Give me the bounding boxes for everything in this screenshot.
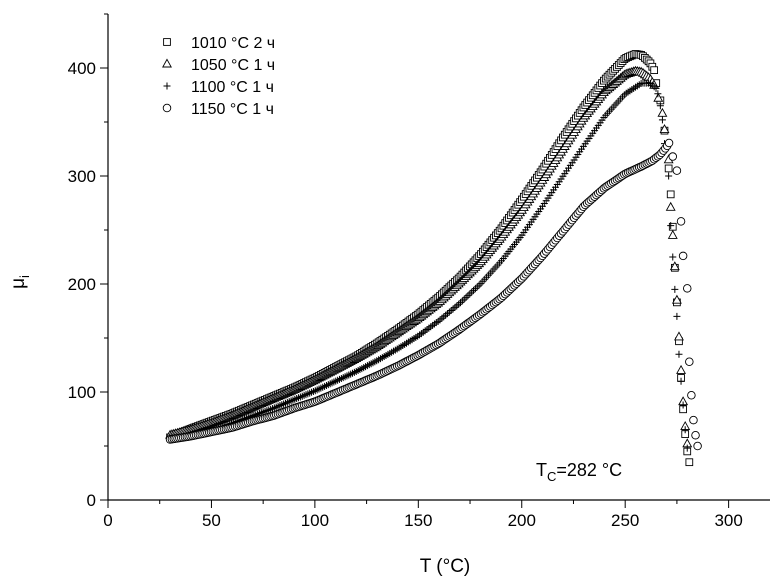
legend-label: 1100 °C 1 ч <box>191 79 274 96</box>
series-4 <box>165 138 702 451</box>
data-point <box>671 285 679 293</box>
tc-annotation-sub: C <box>547 469 556 484</box>
data-point <box>665 201 676 211</box>
data-point <box>438 314 446 322</box>
y-tick-label: 100 <box>68 383 96 402</box>
data-point <box>676 217 686 226</box>
data-point <box>657 107 668 117</box>
data-point <box>668 152 678 161</box>
data-point <box>652 84 660 92</box>
x-tick-label: 100 <box>301 511 329 530</box>
series-3 <box>166 79 691 452</box>
data-point <box>453 302 461 310</box>
x-tick-label: 300 <box>714 511 742 530</box>
data-point <box>667 229 678 239</box>
data-point <box>673 312 681 320</box>
data-point <box>460 295 468 303</box>
data-point <box>443 310 451 318</box>
data-point <box>656 102 664 110</box>
data-point <box>685 357 694 367</box>
x-tick-label: 50 <box>202 511 221 530</box>
data-point <box>468 288 476 296</box>
y-axis-title-main: μ <box>8 278 29 289</box>
legend: 1010 °C 2 ч 1050 °C 1 ч 1100 °C 1 ч 1150 °C… <box>162 35 275 118</box>
y-tick-label: 300 <box>68 167 96 186</box>
data-point <box>462 293 470 301</box>
data-point <box>664 164 673 173</box>
data-point <box>449 305 457 313</box>
data-point <box>659 124 670 134</box>
data-point <box>672 166 682 175</box>
data-point <box>455 300 463 308</box>
legend-marker <box>163 38 171 46</box>
legend-marker <box>162 103 172 113</box>
data-marks <box>165 50 702 467</box>
data-point <box>666 190 675 199</box>
data-point <box>653 92 664 102</box>
tc-annotation-main: T <box>536 460 547 480</box>
y-axis-title: μi <box>8 275 32 289</box>
data-point <box>440 313 448 321</box>
svg-text:μi: μi <box>8 275 32 289</box>
data-point <box>669 253 677 261</box>
data-point <box>470 286 478 294</box>
data-point <box>691 430 700 440</box>
data-point <box>683 284 692 293</box>
data-point <box>667 222 675 230</box>
data-point <box>669 261 680 271</box>
data-point <box>458 297 466 305</box>
y-tick-label: 0 <box>87 491 96 510</box>
y-tick-label: 200 <box>68 275 96 294</box>
data-point <box>671 294 682 304</box>
tc-annotation-rest: =282 °C <box>556 460 622 480</box>
data-point <box>677 377 685 385</box>
data-point <box>447 307 455 315</box>
axes: 0 100 200 300 400 0 50 100 150 200 250 300 <box>68 13 770 530</box>
data-point <box>442 311 450 319</box>
data-point <box>689 415 698 425</box>
data-point <box>475 281 483 289</box>
x-tick-label: 250 <box>611 511 639 530</box>
data-point <box>675 350 683 358</box>
x-tick-label: 0 <box>103 511 112 530</box>
data-point <box>664 138 674 148</box>
tc-annotation: TC=282 °C <box>536 460 622 484</box>
data-point <box>674 331 684 341</box>
data-point <box>679 401 687 409</box>
data-point <box>650 66 659 75</box>
x-axis-title: T (°C) <box>420 556 471 577</box>
data-point <box>693 441 702 451</box>
legend-label: 1010 °C 2 ч <box>191 35 275 52</box>
data-point <box>685 458 694 467</box>
data-point <box>473 283 481 291</box>
legend-label: 1050 °C 1 ч <box>191 57 275 74</box>
series-2 <box>165 65 693 448</box>
data-point <box>471 285 479 293</box>
legend-marker <box>163 82 171 90</box>
x-tick-label: 200 <box>508 511 536 530</box>
data-point <box>451 303 459 311</box>
y-tick-label: 400 <box>68 59 96 78</box>
data-point <box>665 172 673 180</box>
legend-label: 1150 °C 1 ч <box>191 101 274 118</box>
y-axis-title-sub: i <box>17 275 32 278</box>
data-point <box>457 299 465 307</box>
data-point <box>681 426 689 434</box>
data-point <box>678 251 688 261</box>
data-point <box>445 308 453 316</box>
data-point <box>683 444 691 452</box>
x-tick-label: 150 <box>404 511 432 530</box>
data-point <box>464 292 472 300</box>
data-point <box>676 364 687 374</box>
data-point <box>466 290 474 298</box>
data-point <box>687 390 696 400</box>
data-point <box>654 90 662 98</box>
data-point <box>658 116 666 124</box>
legend-marker <box>162 58 172 68</box>
